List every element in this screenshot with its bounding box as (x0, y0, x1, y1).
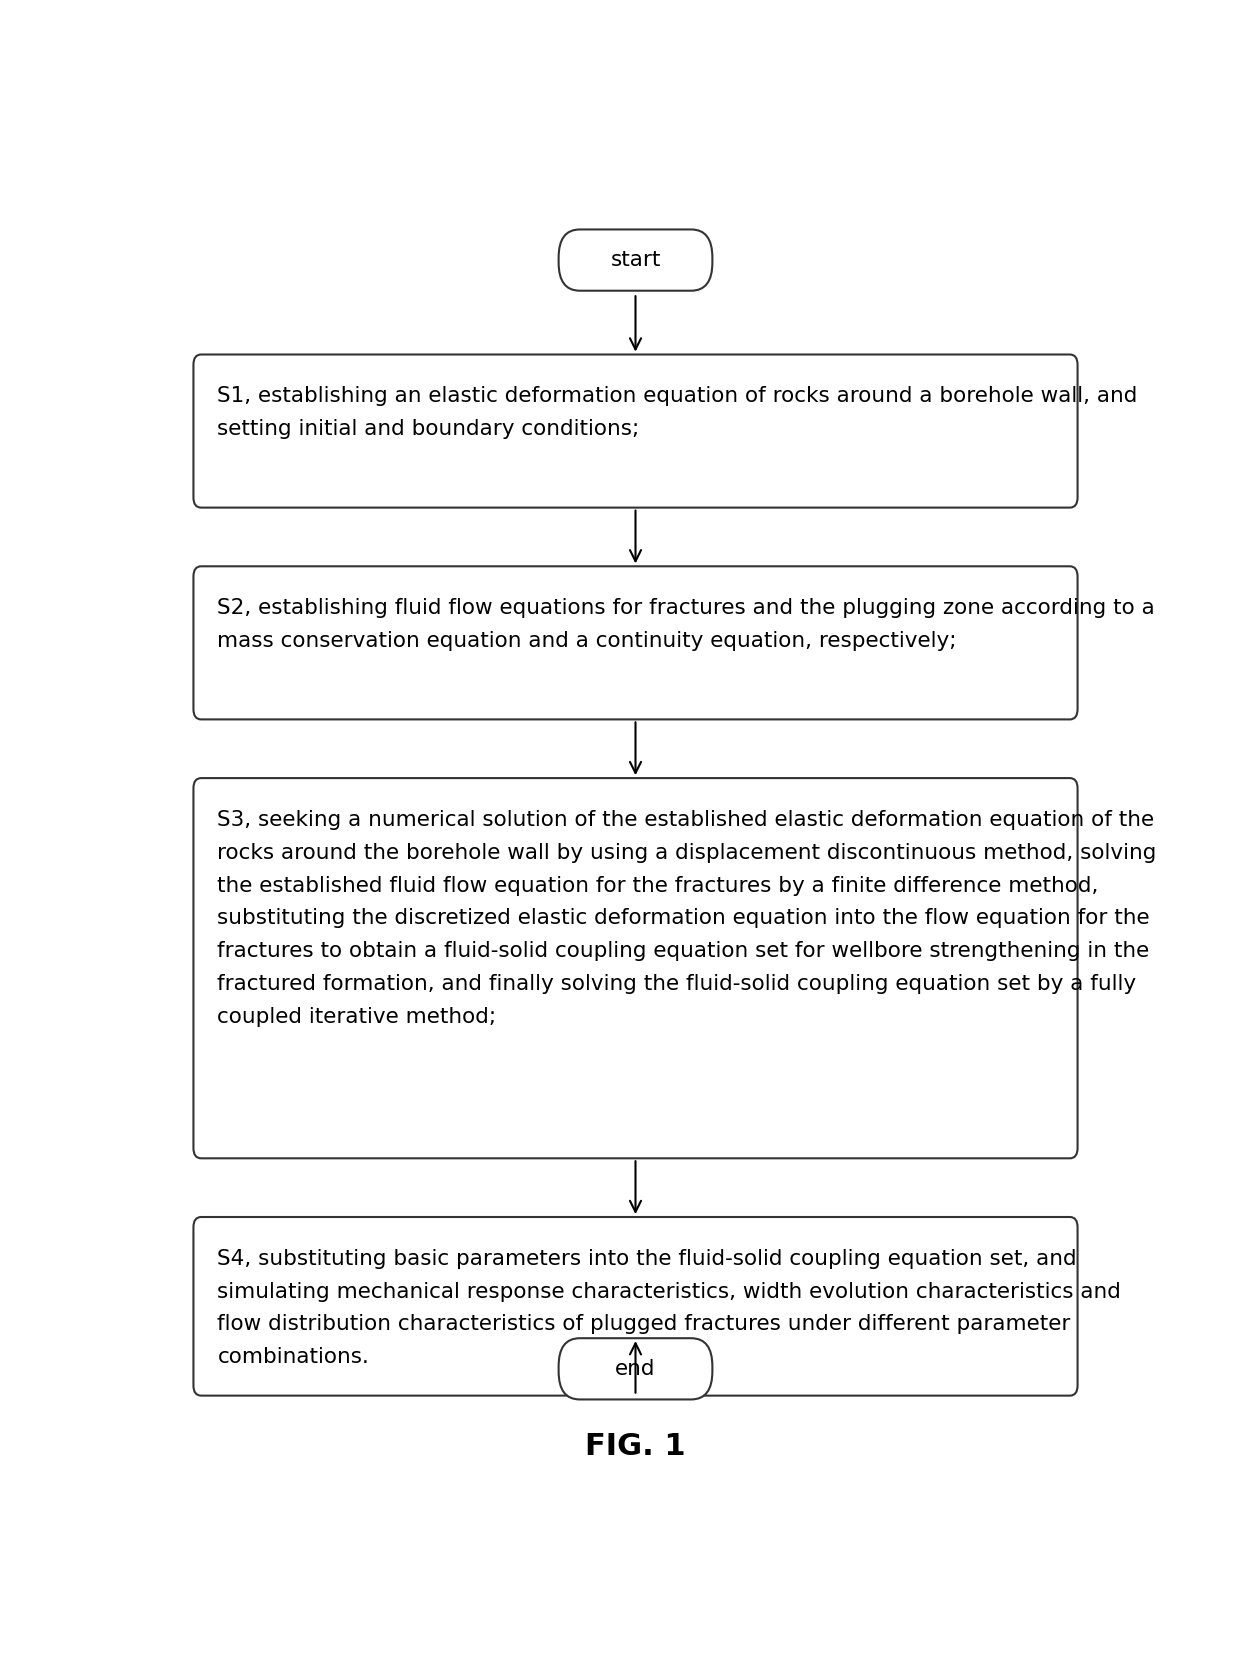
Text: S4, substituting basic parameters into the fluid-solid coupling equation set, an: S4, substituting basic parameters into t… (217, 1249, 1121, 1367)
Text: start: start (610, 250, 661, 270)
Text: S2, establishing fluid flow equations for fractures and the plugging zone accord: S2, establishing fluid flow equations fo… (217, 598, 1156, 651)
FancyBboxPatch shape (193, 567, 1078, 719)
Text: end: end (615, 1359, 656, 1379)
FancyBboxPatch shape (193, 355, 1078, 507)
FancyBboxPatch shape (558, 1339, 712, 1400)
Text: FIG. 1: FIG. 1 (585, 1432, 686, 1461)
FancyBboxPatch shape (193, 779, 1078, 1158)
Text: S3, seeking a numerical solution of the established elastic deformation equation: S3, seeking a numerical solution of the … (217, 810, 1157, 1027)
FancyBboxPatch shape (558, 229, 712, 290)
FancyBboxPatch shape (193, 1216, 1078, 1395)
Text: S1, establishing an elastic deformation equation of rocks around a borehole wall: S1, establishing an elastic deformation … (217, 386, 1138, 439)
